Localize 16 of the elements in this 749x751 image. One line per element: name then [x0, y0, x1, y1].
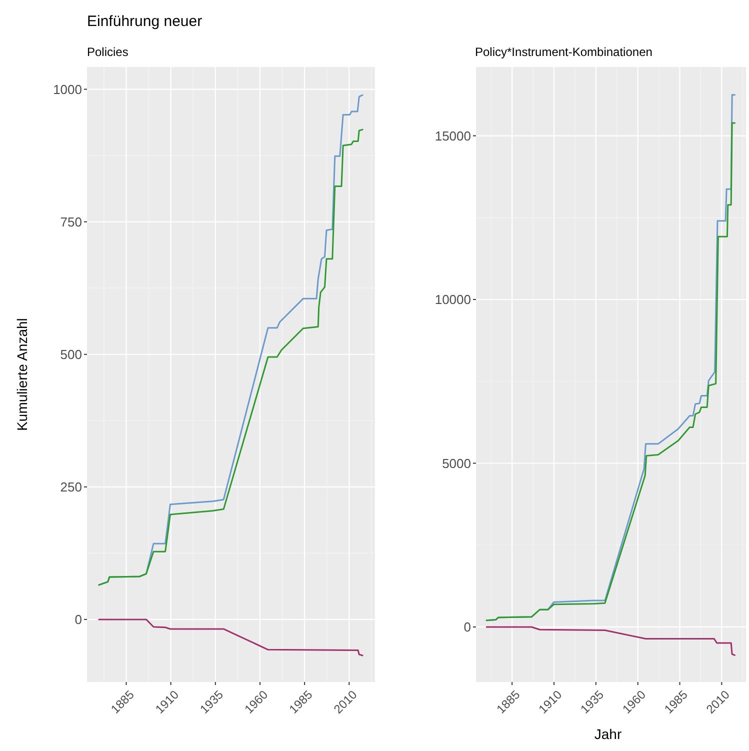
- chart-subtitle: Policy*Instrument-Kombinationen: [475, 45, 652, 59]
- line-series: [98, 618, 364, 656]
- y-tick-label: 10000: [434, 292, 471, 308]
- y-tick-label: 750: [60, 214, 82, 230]
- y-tick-label: 5000: [442, 456, 471, 471]
- y-axis-title: Kumulierte Anzahl: [14, 318, 30, 431]
- y-tick-label: 500: [60, 346, 82, 362]
- line-series: [486, 626, 736, 656]
- chart-subtitle: Policies: [87, 45, 128, 59]
- chart-title: Einführung neuer: [87, 13, 202, 30]
- y-tick-label: 1000: [53, 82, 82, 97]
- y-tick-label: 0: [464, 620, 471, 635]
- y-tick-label: 15000: [434, 128, 471, 144]
- y-tick-label: 250: [60, 479, 82, 494]
- x-axis-title: Jahr: [594, 726, 622, 742]
- y-tick-label: 0: [74, 612, 82, 627]
